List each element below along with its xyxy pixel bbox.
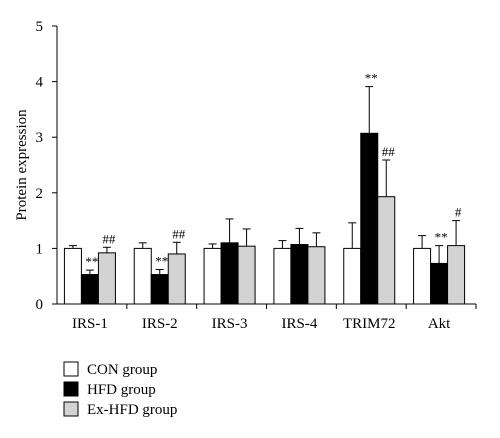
significance-marker: ## — [172, 226, 186, 241]
chart-legend: CON group HFD group Ex-HFD group — [63, 361, 177, 418]
bar — [237, 245, 256, 305]
bar — [290, 244, 309, 305]
significance-marker: # — [455, 205, 462, 220]
significance-marker: ** — [155, 254, 168, 269]
bar — [220, 242, 239, 305]
significance-marker: ## — [382, 144, 396, 159]
significance-marker: ** — [85, 254, 98, 269]
bar — [133, 247, 152, 305]
chart-bars — [63, 86, 466, 305]
y-axis-label: Protein expression — [14, 109, 30, 221]
bar — [273, 247, 292, 305]
x-tick-label: Akt — [428, 316, 451, 332]
x-tick-label: IRS-1 — [72, 316, 108, 332]
x-tick-label: TRIM72 — [343, 316, 396, 332]
y-tick-label: 4 — [36, 75, 44, 91]
legend-swatch — [63, 381, 79, 397]
legend-label: Ex-HFD group — [87, 402, 177, 418]
x-tick-label: IRS-3 — [212, 316, 248, 332]
y-tick-label: 0 — [36, 297, 44, 313]
chart-annotations: ** ## ** ## ** ## ** # — [85, 71, 461, 269]
bar — [97, 252, 116, 305]
x-tick-label: IRS-2 — [142, 316, 178, 332]
y-tick-label: 1 — [36, 241, 44, 257]
legend-label: HFD group — [87, 382, 156, 398]
bar — [430, 262, 449, 305]
legend-label: CON group — [87, 362, 157, 378]
bar — [360, 132, 379, 305]
bar — [307, 246, 326, 305]
legend-swatch — [63, 401, 79, 417]
bar — [63, 247, 82, 305]
chart-axes: 0 1 2 3 4 5 Protein expression IRS-1 IRS-2 IRS-3 I… — [14, 19, 477, 332]
bar — [203, 247, 222, 305]
significance-marker: ## — [102, 231, 116, 246]
significance-marker: ** — [365, 71, 378, 86]
y-tick-label: 2 — [36, 186, 44, 202]
bar — [167, 253, 186, 305]
x-tick-label: IRS-4 — [281, 316, 317, 332]
y-tick-label: 3 — [36, 130, 44, 146]
legend-swatch — [63, 361, 79, 377]
bar — [343, 247, 362, 305]
bar — [413, 247, 432, 305]
y-tick-label: 5 — [36, 19, 44, 35]
bar — [150, 274, 169, 305]
significance-marker: ** — [435, 230, 448, 245]
bar — [447, 245, 466, 305]
bar — [377, 196, 396, 305]
bar — [80, 274, 99, 305]
